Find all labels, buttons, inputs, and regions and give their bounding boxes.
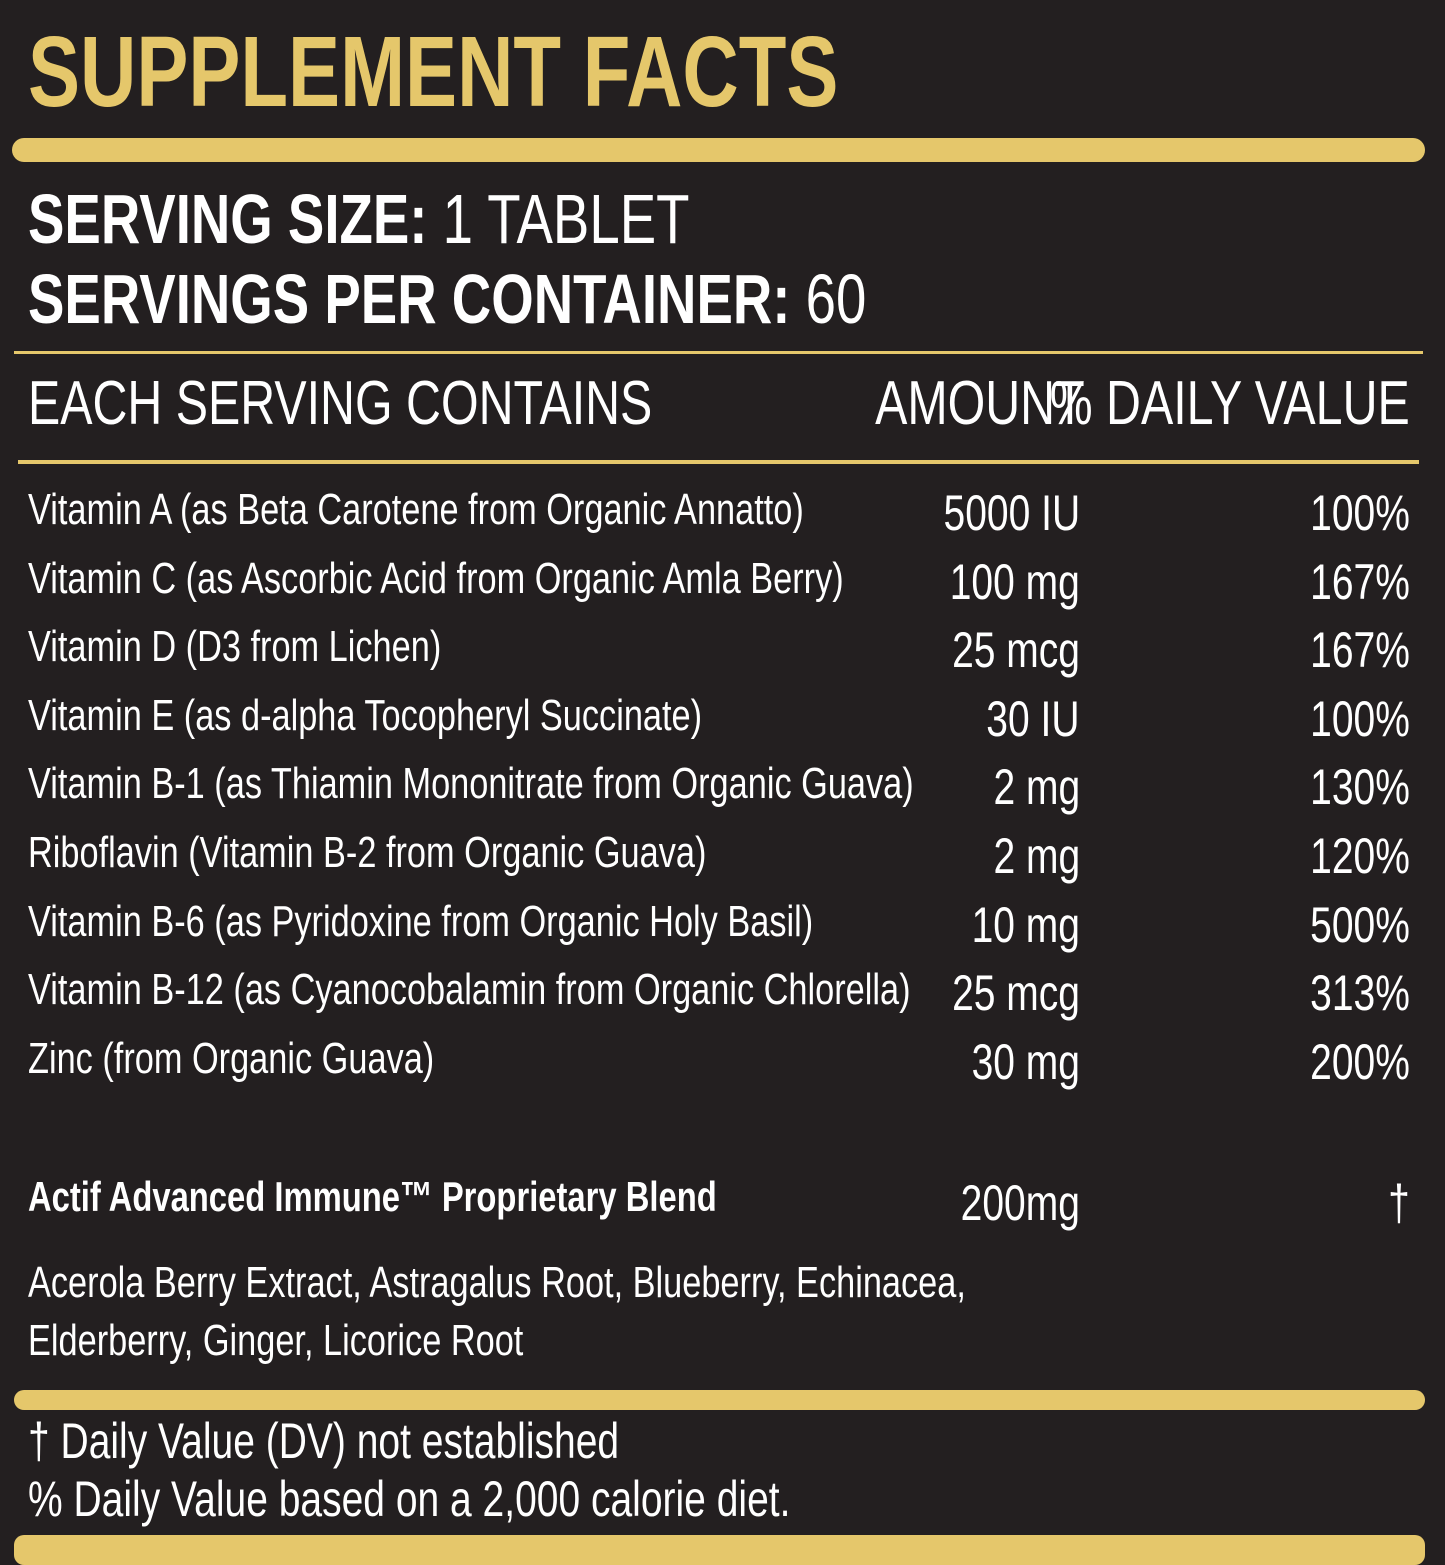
- nutrient-amount: 100 mg: [949, 553, 1080, 610]
- header-cell: AMOUNT: [875, 369, 1085, 438]
- nutrient-name: Vitamin E (as d-alpha Tocopheryl Succina…: [28, 690, 703, 740]
- serving-size-label: SERVING SIZE:: [28, 180, 428, 258]
- nutrient-amount: 2 mg: [993, 759, 1080, 816]
- header-cell: % DAILY VALUE: [1049, 369, 1410, 438]
- nutrient-amount: 2 mg: [993, 828, 1080, 884]
- blend-dv: †: [1388, 1175, 1410, 1231]
- servings-value: 60: [805, 260, 867, 338]
- nutrient-amount: 25 mcg: [952, 622, 1080, 679]
- nutrient-name: Vitamin D (D3 from Lichen): [28, 622, 442, 672]
- blend-amount: 200mg: [960, 1175, 1080, 1231]
- nutrient-name: Vitamin A (as Beta Carotene from Organic…: [28, 485, 804, 534]
- nutrient-amount: 5000 IU: [943, 485, 1080, 541]
- nutrient-dv: 200%: [1310, 1033, 1410, 1090]
- thick-rule: [14, 1535, 1425, 1565]
- nutrient-dv: 500%: [1310, 896, 1410, 953]
- nutrient-name: Zinc (from Organic Guava): [28, 1033, 435, 1083]
- servings-per-container: SERVINGS PER CONTAINER: 60: [28, 264, 866, 334]
- nutrient-name: Vitamin C (as Ascorbic Acid from Organic…: [28, 553, 844, 603]
- thin-rule: [14, 351, 1423, 354]
- servings-label: SERVINGS PER CONTAINER:: [28, 260, 791, 338]
- footnote: † Daily Value (DV) not established: [28, 1413, 620, 1469]
- nutrient-name: Riboflavin (Vitamin B-2 from Organic Gua…: [28, 828, 707, 877]
- thick-rule: [12, 138, 1425, 162]
- nutrient-dv: 100%: [1310, 485, 1410, 541]
- nutrient-dv: 313%: [1310, 965, 1410, 1022]
- nutrient-dv: 100%: [1310, 690, 1410, 747]
- serving-size: SERVING SIZE: 1 TABLET: [28, 184, 689, 254]
- serving-size-value: 1 TABLET: [442, 180, 690, 258]
- header-cell: EACH SERVING CONTAINS: [28, 369, 653, 438]
- nutrient-amount: 10 mg: [971, 896, 1080, 953]
- nutrient-name: Vitamin B-1 (as Thiamin Mononitrate from…: [28, 759, 914, 809]
- footnote: % Daily Value based on a 2,000 calorie d…: [28, 1471, 791, 1527]
- nutrient-name: Vitamin B-6 (as Pyridoxine from Organic …: [28, 896, 814, 946]
- thin-rule: [18, 460, 1419, 464]
- nutrient-name: Vitamin B-12 (as Cyanocobalamin from Org…: [28, 965, 911, 1015]
- nutrient-amount: 25 mcg: [952, 965, 1080, 1022]
- blend-ingredients: Elderberry, Ginger, Licorice Root: [28, 1316, 524, 1365]
- nutrient-amount: 30 IU: [986, 690, 1080, 747]
- nutrient-dv: 167%: [1310, 553, 1410, 610]
- thick-rule: [14, 1390, 1425, 1410]
- nutrient-dv: 167%: [1310, 622, 1410, 679]
- nutrient-dv: 120%: [1310, 828, 1410, 884]
- title: SUPPLEMENT FACTS: [28, 16, 839, 128]
- nutrient-dv: 130%: [1310, 759, 1410, 816]
- nutrient-amount: 30 mg: [971, 1033, 1080, 1090]
- blend-name: Actif Advanced Immune™ Proprietary Blend: [28, 1173, 717, 1220]
- blend-ingredients: Acerola Berry Extract, Astragalus Root, …: [28, 1258, 966, 1307]
